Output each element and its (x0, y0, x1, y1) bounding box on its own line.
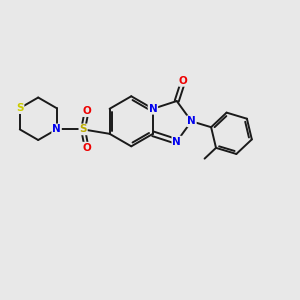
Text: S: S (16, 103, 23, 113)
Text: S: S (79, 124, 87, 134)
Text: N: N (148, 104, 157, 114)
Text: N: N (172, 136, 181, 146)
Text: N: N (187, 116, 196, 126)
Text: N: N (52, 124, 61, 134)
Text: O: O (82, 142, 91, 153)
Text: O: O (82, 106, 91, 116)
Text: O: O (179, 76, 188, 86)
